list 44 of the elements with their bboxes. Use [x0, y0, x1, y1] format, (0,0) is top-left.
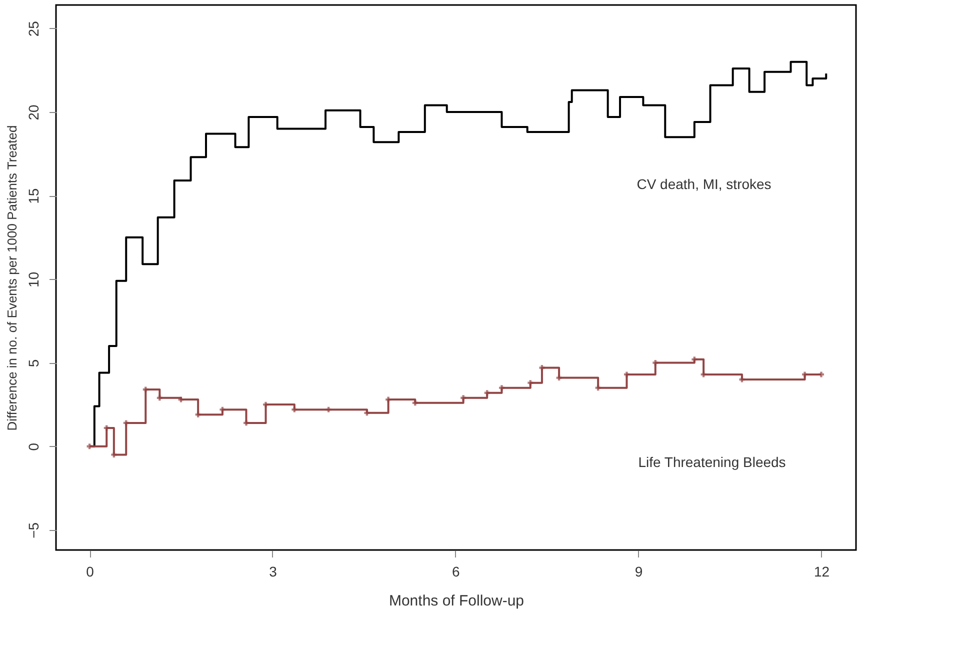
point — [539, 365, 545, 371]
point — [104, 425, 110, 431]
annotation: Life Threatening Bleeds — [638, 454, 786, 470]
x-tick-label: 6 — [452, 564, 460, 580]
point — [692, 356, 698, 362]
y-tick-label: −5 — [26, 522, 42, 538]
y-tick-label: 20 — [26, 104, 42, 120]
point — [484, 390, 490, 396]
point — [700, 372, 706, 378]
point — [386, 396, 392, 402]
point — [292, 406, 298, 412]
point — [595, 385, 601, 391]
x-tick-label: 9 — [634, 564, 643, 580]
y-tick-label: 25 — [26, 20, 42, 37]
point — [364, 410, 370, 416]
point — [556, 375, 562, 381]
y-tick-label: 15 — [26, 188, 42, 204]
annotation: CV death, MI, strokes — [636, 176, 772, 192]
point — [86, 444, 92, 450]
point — [326, 406, 332, 412]
y-tick-label: 10 — [26, 272, 42, 288]
y-axis-title: Difference in no. of Events per 1000 Patients Treated — [4, 125, 20, 431]
point — [156, 395, 162, 401]
point — [818, 372, 824, 378]
x-tick-label: 3 — [269, 564, 278, 580]
point — [528, 380, 534, 386]
point — [412, 400, 418, 406]
point — [652, 360, 658, 366]
point — [739, 376, 745, 382]
point — [220, 406, 226, 412]
point — [624, 372, 630, 378]
point — [802, 372, 808, 378]
point — [263, 402, 268, 408]
y-tick-label: 5 — [26, 359, 42, 368]
y-tick-label: 0 — [26, 442, 42, 451]
point — [195, 412, 201, 418]
x-tick-label: 0 — [86, 564, 94, 580]
x-axis-title: Months of Follow-up — [388, 592, 524, 610]
point — [244, 420, 249, 426]
point — [123, 420, 129, 426]
point — [111, 452, 117, 458]
point — [460, 395, 466, 401]
x-tick-label: 12 — [814, 564, 830, 580]
point — [498, 385, 504, 391]
